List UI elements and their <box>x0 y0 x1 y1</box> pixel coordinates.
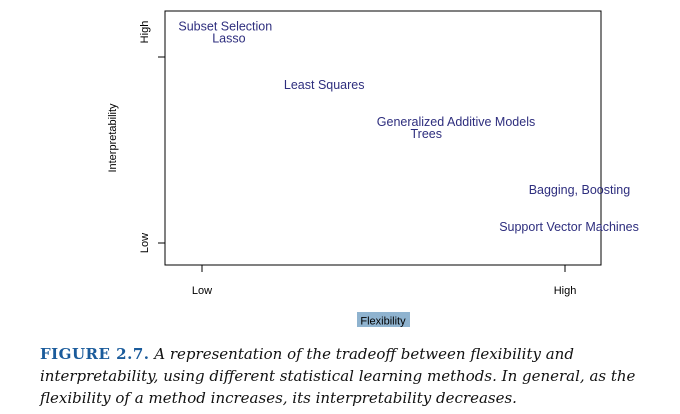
method-label: Lasso <box>212 31 245 45</box>
method-label: Subset Selection <box>178 20 272 34</box>
y-tick-low: Low <box>139 233 151 253</box>
method-label: Trees <box>411 127 443 141</box>
y-tick-high: High <box>139 21 151 44</box>
method-label: Bagging, Boosting <box>529 183 631 197</box>
x-tick-high: High <box>554 285 577 297</box>
x-axis-label-highlight <box>357 312 410 327</box>
method-label: Support Vector Machines <box>499 220 639 234</box>
figure-caption: FIGURE 2.7. A representation of the trad… <box>40 343 668 409</box>
method-label: Least Squares <box>284 78 365 92</box>
x-axis-label: Flexibility <box>360 316 406 328</box>
method-label: Generalized Additive Models <box>377 115 535 129</box>
tradeoff-chart: Low High High Low Flexibility Interpreta… <box>107 10 639 328</box>
y-axis-label: Interpretability <box>107 103 119 173</box>
figure-label: FIGURE 2.7. <box>40 345 150 363</box>
caption-text: A representation of the tradeoff between… <box>40 345 636 407</box>
x-tick-low: Low <box>192 285 212 297</box>
plot-frame <box>164 10 602 266</box>
